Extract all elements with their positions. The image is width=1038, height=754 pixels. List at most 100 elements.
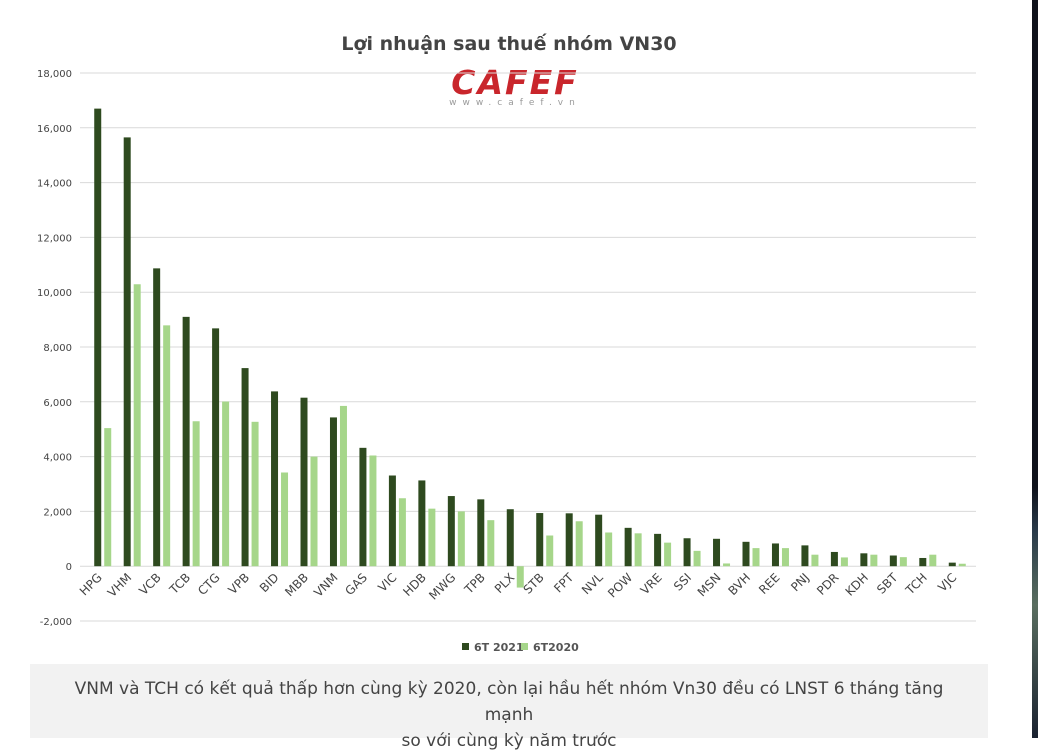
x-tick-label: TCH [902,570,930,598]
bar-6t2021-vjc [948,562,956,567]
x-tick-label: STB [521,570,547,596]
x-tick-label: CTG [195,570,223,598]
bar-6t2020-mwg [457,511,465,567]
y-tick-label: -2,000 [40,617,72,628]
chart: Lợi nhuận sau thuế nhóm VN30 CAFEF www.c… [37,32,976,654]
bar-6t2021-sbt [889,555,897,567]
x-tick-label: MBB [282,570,311,599]
bar-6t2020-sbt [899,557,907,567]
caption: VNM và TCH có kết quả thấp hơn cùng kỳ 2… [30,664,988,751]
x-tick-label: VPB [226,570,253,597]
x-tick-label: MSN [695,570,724,599]
bar-6t2020-ree [781,548,789,567]
y-tick-label: 4,000 [43,453,72,464]
bar-6t2021-vnm [329,417,337,567]
bar-6t2020-hpg [104,428,112,567]
x-tick-label: POW [605,570,635,600]
bar-6t2021-pdr [830,551,838,567]
x-tick-label: HPG [77,570,105,598]
y-tick-label: 8,000 [43,343,72,354]
bar-6t2021-pow [624,527,632,567]
bar-6t2020-vnm [339,405,347,567]
x-tick-label: VNM [311,570,340,599]
x-tick-label: BVH [725,570,753,598]
bar-6t2021-vhm [123,137,131,567]
y-tick-label: 16,000 [37,124,72,135]
bar-6t2020-pnj [811,554,819,567]
x-tick-label: NVL [579,570,606,597]
gridlines [80,72,976,622]
y-tick-label: 0 [66,562,72,573]
bar-6t2021-hpg [94,108,102,567]
y-tick-label: 10,000 [37,288,72,299]
x-tick-label: PLX [492,570,518,596]
bar-6t2021-vic [388,475,396,567]
bar-6t2021-ree [771,543,779,567]
bar-6t2021-vpb [241,368,249,567]
bar-6t2020-vpb [251,421,259,567]
bar-6t2020-msn [723,563,731,567]
x-tick-label: HDB [400,570,429,599]
bar-6t2020-vcb [163,325,171,567]
bar-6t2021-msn [713,538,721,567]
bar-6t2021-mbb [300,397,308,567]
bar-6t2021-fpt [565,513,573,567]
bar-6t2020-plx [516,566,524,588]
bar-6t2021-hdb [418,480,426,567]
bar-6t2021-bvh [742,541,750,567]
bar-6t2020-tpb [487,520,495,567]
bar-6t2020-stb [546,535,554,567]
bar-6t2021-gas [359,447,367,567]
background-photo-strip [1032,0,1038,738]
bar-6t2020-tcb [192,421,200,567]
legend-swatch-6t2021 [462,643,469,650]
bar-6t2020-vhm [133,284,141,567]
bar-6t2020-ssi [693,550,701,567]
bar-6t2020-gas [369,455,377,567]
bar-6t2020-tch [929,554,937,567]
x-tick-label: VRE [638,570,665,597]
x-tick-label: BID [257,570,282,595]
bar-6t2021-plx [506,509,514,567]
y-axis: -2,000 0 2,000 4,000 6,000 8,000 10,000 12,000 1… [37,69,72,628]
x-tick-label: VIC [375,570,399,594]
x-tick-label: VHM [105,570,134,599]
bar-6t2020-nvl [605,532,613,567]
x-tick-label: VCB [136,570,163,597]
bar-6t2020-vjc [958,563,966,567]
bar-6t2021-vre [654,533,662,567]
bar-6t2020-pow [634,533,642,567]
legend-label-6t2020: 6T2020 [533,641,579,654]
logo-brand: CAFEF [451,63,578,102]
bar-6t2020-bvh [752,548,760,567]
x-tick-label: MWG [426,570,458,602]
chart-title: Lợi nhuận sau thuế nhóm VN30 [341,32,676,55]
x-tick-label: VJC [935,570,959,594]
x-tick-label: GAS [342,570,370,598]
x-tick-label: SSI [671,570,694,593]
bar-6t2021-tch [919,557,927,567]
bar-6t2020-ctg [222,401,230,567]
bar-6t2021-bid [271,391,279,567]
x-tick-label: SBT [874,570,901,597]
logo-url: www.cafef.vn [449,98,581,108]
y-tick-label: 6,000 [43,398,72,409]
legend-label-6t2021: 6T 2021 [474,641,524,654]
y-tick-label: 12,000 [37,233,72,244]
bar-6t2020-hdb [428,508,436,567]
x-tick-label: TPB [461,570,488,597]
bar-6t2021-stb [536,513,544,567]
bar-6t2021-nvl [595,514,603,567]
bar-6t2020-kdh [870,554,878,567]
x-tick-label: FPT [551,570,577,596]
cafef-logo: CAFEF www.cafef.vn [449,63,581,108]
bar-6t2021-pnj [801,545,809,567]
x-tick-label: REE [756,570,783,597]
bar-6t2021-kdh [860,553,868,567]
bar-6t2021-tpb [477,499,485,567]
x-tick-label: TCB [166,570,193,597]
bar-6t2021-ssi [683,538,691,567]
bars [94,108,966,588]
bar-6t2020-fpt [575,521,583,567]
x-tick-label: PDR [814,570,841,597]
